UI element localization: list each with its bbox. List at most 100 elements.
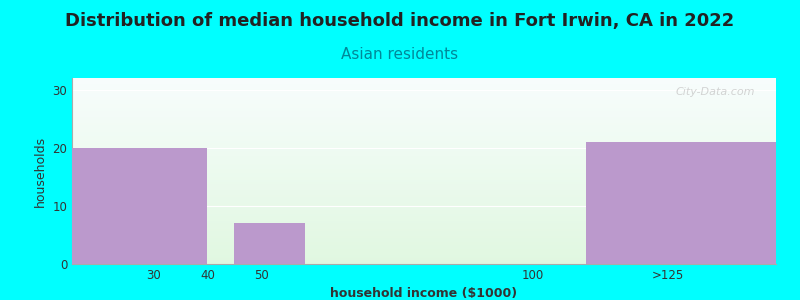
Bar [72,106,776,108]
Bar [72,230,776,232]
Bar [72,151,776,152]
Bar [72,119,776,121]
Bar [72,80,776,82]
Bar [72,102,776,104]
Bar [72,137,776,140]
Bar [72,141,776,143]
Bar [72,175,776,177]
Bar [72,238,776,240]
Bar [72,126,776,128]
Bar [72,210,776,212]
Bar [72,145,776,147]
Bar [72,219,776,221]
Bar [72,212,776,214]
Bar [72,134,776,136]
Bar [72,162,776,164]
Bar [72,184,776,186]
Bar [72,160,776,162]
Bar [72,242,776,244]
Bar [72,199,776,201]
Bar [72,165,776,167]
Bar [72,115,776,117]
Bar [72,201,776,203]
X-axis label: household income ($1000): household income ($1000) [330,287,518,300]
Bar [72,93,776,95]
Bar [72,236,776,238]
Bar [72,186,776,188]
Bar [72,132,776,134]
Bar [72,180,776,182]
Bar [72,108,776,109]
Bar [72,97,776,98]
Bar [72,188,776,190]
Bar [72,197,776,199]
Bar [72,85,776,87]
Bar [72,262,776,264]
Bar [72,193,776,195]
Bar [72,205,776,206]
Bar [72,223,776,225]
Bar [72,110,776,112]
Bar [72,100,776,102]
Bar [72,190,776,191]
Bar [72,227,776,229]
Bar [72,140,776,141]
Bar [72,251,776,253]
Bar [72,206,776,208]
Bar [72,173,776,175]
Bar [72,202,776,205]
Bar [72,117,776,119]
Bar [72,123,776,124]
Bar [72,121,776,123]
Bar [72,124,776,126]
Bar [72,256,776,258]
Bar [72,95,776,97]
Bar [586,142,776,264]
Bar [72,255,776,256]
Bar [72,130,776,132]
Bar [72,148,207,264]
Bar [72,234,776,236]
Bar [72,247,776,249]
Bar [72,182,776,184]
Bar [72,245,776,247]
Bar [72,171,776,173]
Bar [72,229,776,230]
Bar [72,191,776,193]
Bar [72,244,776,245]
Bar [72,112,776,113]
Bar [234,223,305,264]
Bar [72,214,776,216]
Bar [72,167,776,169]
Bar [72,113,776,115]
Bar [72,84,776,85]
Bar [72,91,776,93]
Bar [72,177,776,178]
Bar [72,169,776,171]
Bar [72,136,776,137]
Bar [72,218,776,219]
Bar [72,152,776,154]
Text: Asian residents: Asian residents [342,46,458,62]
Bar [72,147,776,149]
Bar [72,221,776,223]
Bar [72,164,776,165]
Text: City-Data.com: City-Data.com [675,87,755,97]
Bar [72,253,776,255]
Bar [72,128,776,130]
Bar [72,154,776,156]
Bar [72,258,776,260]
Bar [72,260,776,262]
Bar [72,78,776,80]
Bar [72,195,776,197]
Bar [72,104,776,106]
Bar [72,143,776,145]
Bar [72,232,776,234]
Bar [72,89,776,91]
Bar [72,208,776,210]
Bar [72,225,776,227]
Bar [72,87,776,89]
Bar [72,98,776,100]
Bar [72,178,776,180]
Bar [72,216,776,218]
